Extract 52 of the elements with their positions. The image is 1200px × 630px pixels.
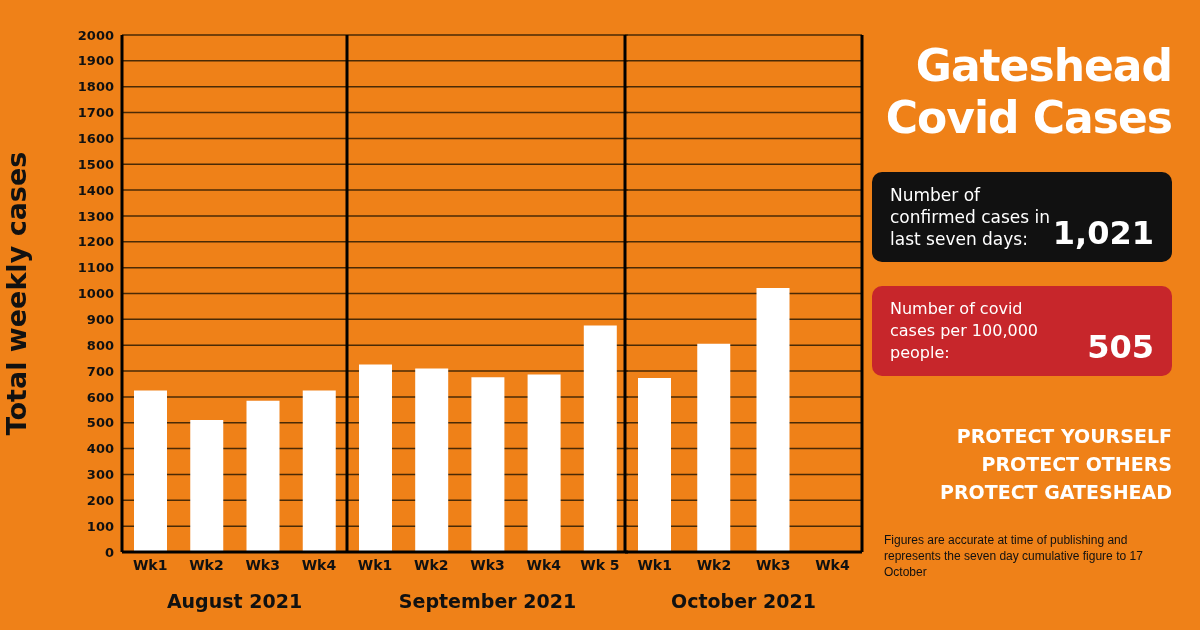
text: Number of confirmed cases in last seven days: [890, 184, 1051, 250]
bar [527, 374, 561, 552]
text: PROTECT OTHERS [980, 452, 1172, 477]
y-tick-label: 500 [86, 415, 114, 431]
x-tick-label: Wk2 [696, 556, 732, 573]
y-tick-label: 1100 [77, 260, 114, 276]
x-tick-label: Wk1 [637, 556, 672, 573]
x-tick-label: Wk3 [245, 556, 280, 573]
y-tick-label: 1700 [77, 105, 114, 121]
y-tick-label: 1300 [77, 208, 114, 224]
x-tick-label: Wk3 [755, 556, 791, 573]
y-tick-label: 800 [86, 337, 114, 353]
x-tick-label: Wk2 [189, 556, 224, 573]
y-tick-label: 1500 [77, 156, 114, 172]
x-axis-title: October 2021 [671, 590, 816, 612]
y-tick-label: 200 [86, 492, 114, 508]
bar [583, 325, 617, 552]
y-tick-label: 400 [86, 441, 114, 457]
y-tick-label: 2000 [77, 27, 114, 43]
x-axis-title: August 2021 [166, 590, 303, 612]
y-tick-label: 1200 [77, 234, 114, 250]
y-tick-label: 100 [86, 518, 114, 534]
text: Figures are accurate at time of publishing and represents the seven day cumulative figure to 17 October [884, 532, 1144, 580]
text: PROTECT YOURSELF [955, 424, 1172, 449]
x-tick-label: Wk1 [357, 556, 393, 573]
x-tick-label: Wk2 [414, 556, 449, 573]
y-tick-label: 1000 [77, 286, 114, 302]
text: PROTECT GATESHEAD [939, 480, 1172, 505]
y-tick-label: 1800 [77, 79, 114, 95]
text: 505 [1087, 328, 1154, 366]
x-tick-label: Wk4 [815, 556, 850, 573]
y-tick-label: 600 [86, 389, 114, 405]
text: Gateshead Covid Cases [884, 40, 1172, 144]
y-tick-label: 1600 [77, 131, 114, 147]
x-axis-title: September 2021 [398, 590, 577, 612]
x-tick-label: Wk4 [301, 556, 337, 573]
y-tick-label: 1900 [77, 53, 114, 69]
text: 1,021 [1052, 214, 1154, 252]
bar [359, 364, 392, 552]
y-tick-label: 700 [86, 363, 114, 379]
y-tick-label: 900 [86, 311, 114, 327]
y-tick-label: 0 [104, 544, 114, 560]
bar [415, 368, 449, 552]
bar [471, 377, 505, 552]
y-tick-label: 300 [86, 467, 114, 483]
y-tick-label: 1400 [77, 182, 114, 198]
y-axis-title: Total weekly cases [0, 151, 32, 436]
x-tick-label: Wk4 [526, 556, 562, 573]
x-tick-label: Wk1 [132, 556, 168, 573]
x-tick-label: Wk3 [470, 556, 505, 573]
text: Number of covid cases per 100,000 people: [890, 298, 1040, 364]
x-tick-label: Wk 5 [580, 556, 620, 573]
